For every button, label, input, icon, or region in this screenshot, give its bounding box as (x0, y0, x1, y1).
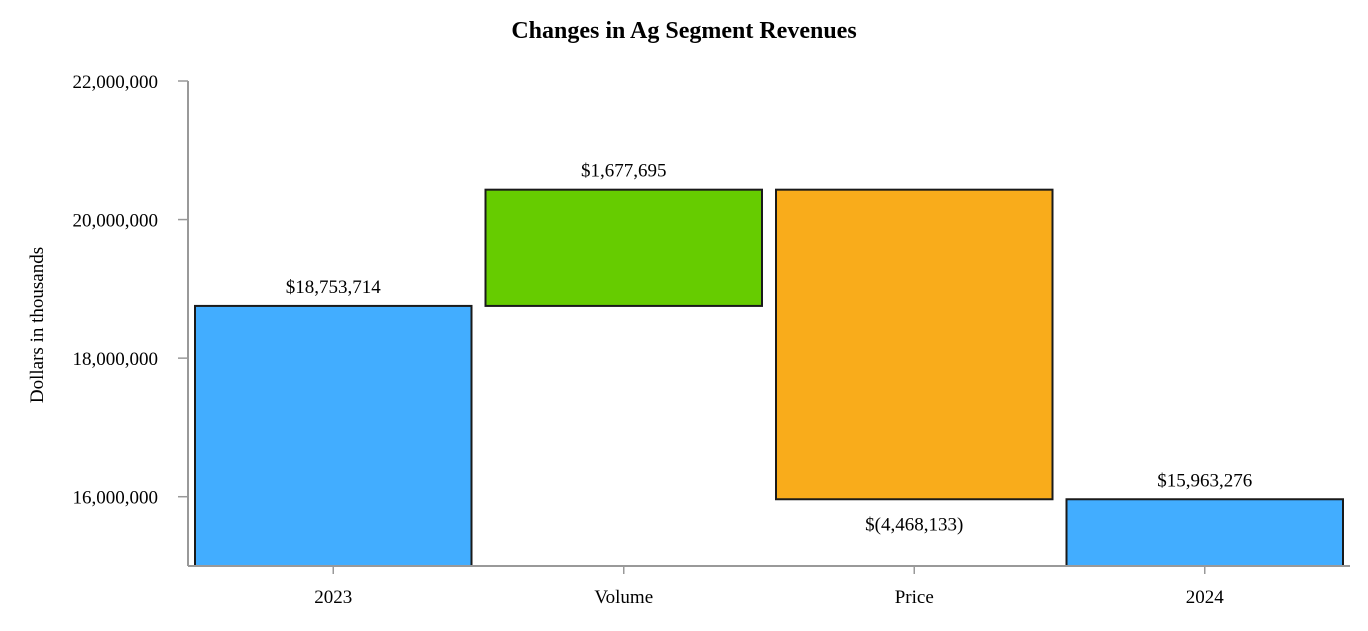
y-axis-label: Dollars in thousands (27, 247, 48, 403)
data-label-price: $(4,468,133) (865, 514, 963, 535)
y-tick-label: 20,000,000 (73, 211, 159, 232)
y-tick-label: 18,000,000 (73, 349, 159, 370)
x-tick-label: 2023 (314, 587, 352, 608)
data-label-2023: $18,753,714 (286, 277, 382, 298)
bar-2023 (194, 304, 473, 567)
bar-price (775, 188, 1054, 501)
x-tick-label: Volume (594, 587, 653, 608)
data-label-2024: $15,963,276 (1157, 470, 1252, 491)
chart-title: Changes in Ag Segment Revenues (511, 18, 856, 44)
bar-volume (484, 188, 763, 307)
y-tick-label: 16,000,000 (73, 488, 159, 509)
x-tick-label: Price (895, 587, 934, 608)
bar-2024 (1065, 498, 1344, 567)
x-tick-label: 2024 (1186, 587, 1225, 608)
data-label-volume: $1,677,695 (581, 161, 667, 182)
plot-area: $18,753,714 $1,677,695 $(4,468,133) $15,963… (73, 72, 1350, 608)
y-tick-label: 22,000,000 (73, 72, 159, 93)
